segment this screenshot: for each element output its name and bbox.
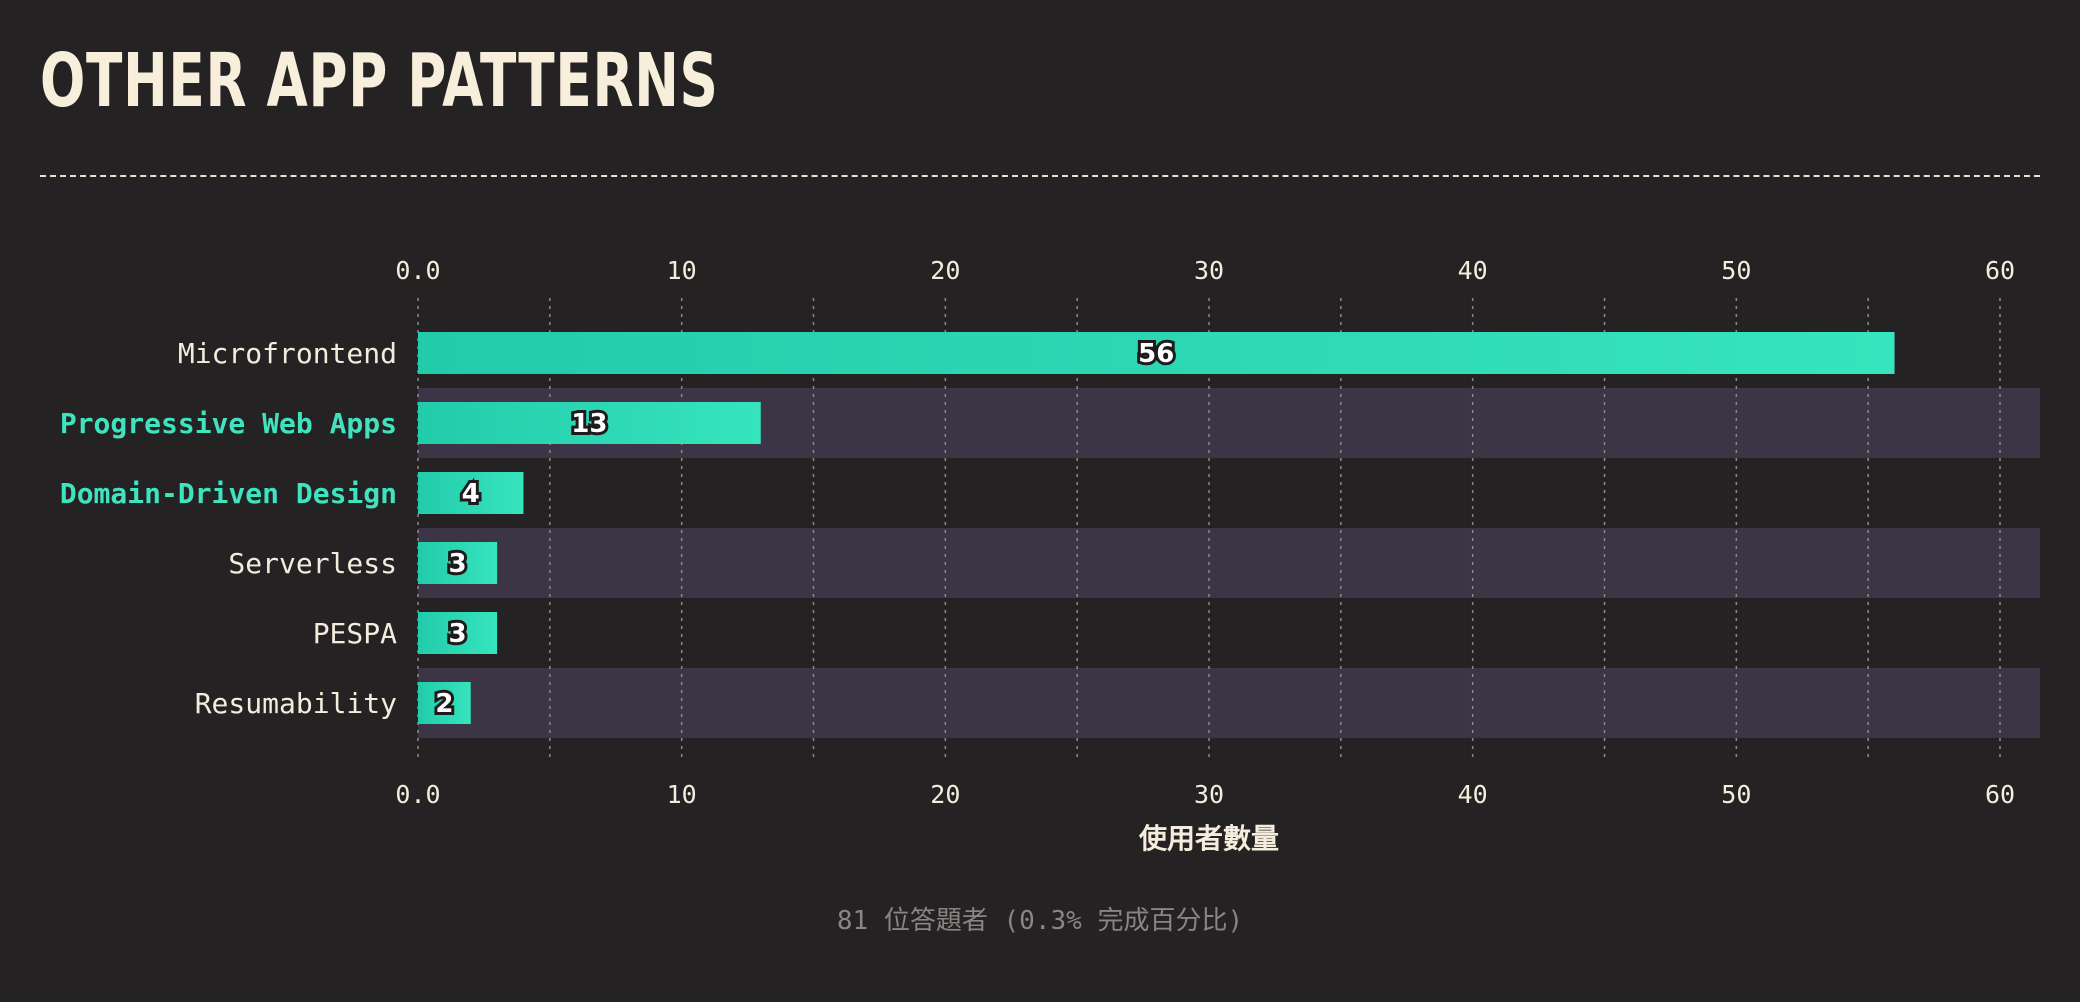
- category-label: Serverless: [228, 547, 397, 580]
- top-axis: 0.0 10 20 30 40 50 60: [395, 256, 2015, 285]
- bar: [418, 332, 1895, 374]
- category-label: Resumability: [195, 687, 397, 720]
- data-label: 4: [462, 479, 480, 509]
- page-title: OTHER APP PATTERNS: [40, 38, 719, 124]
- category-label: PESPA: [313, 617, 397, 650]
- bottom-axis: 0.0 10 20 30 40 50 60: [395, 780, 2015, 809]
- bar: [418, 472, 524, 514]
- tick-label: 60: [1985, 780, 2015, 809]
- row-bands: [418, 388, 2040, 738]
- tick-label: 30: [1194, 256, 1224, 285]
- category-label: Domain-Driven Design: [60, 477, 397, 510]
- category-label: Progressive Web Apps: [60, 407, 397, 440]
- tick-label: 50: [1721, 780, 1751, 809]
- tick-label: 20: [930, 256, 960, 285]
- row-band: [418, 668, 2040, 738]
- tick-label: 0.0: [395, 256, 440, 285]
- data-label: 2: [435, 689, 453, 719]
- row-band: [418, 528, 2040, 598]
- tick-label: 30: [1194, 780, 1224, 809]
- bar: [418, 542, 498, 584]
- tick-label: 20: [930, 780, 960, 809]
- bars: 56 13 4 3 3 2: [418, 332, 1895, 724]
- data-label: 3: [449, 619, 467, 649]
- bar: [418, 682, 471, 724]
- data-label: 13: [571, 409, 607, 439]
- bar-chart: 56 13 4 3 3 2 Microfrontend Progressive Web Ap…: [60, 256, 2040, 855]
- title-divider: [40, 175, 2040, 177]
- category-labels: Microfrontend Progressive Web Apps Domain-…: [60, 337, 397, 720]
- tick-label: 40: [1458, 256, 1488, 285]
- respondents-note: 81 位答題者 (0.3% 完成百分比): [836, 906, 1244, 936]
- tick-label: 50: [1721, 256, 1751, 285]
- tick-label: 10: [667, 780, 697, 809]
- data-label: 56: [1138, 339, 1174, 369]
- tick-label: 10: [667, 256, 697, 285]
- tick-label: 0.0: [395, 780, 440, 809]
- x-axis-title: 使用者數量: [1138, 822, 1279, 855]
- bar: [418, 402, 761, 444]
- category-label: Microfrontend: [178, 337, 397, 370]
- data-label: 3: [449, 549, 467, 579]
- tick-label: 40: [1458, 780, 1488, 809]
- bar: [418, 612, 498, 654]
- tick-label: 60: [1985, 256, 2015, 285]
